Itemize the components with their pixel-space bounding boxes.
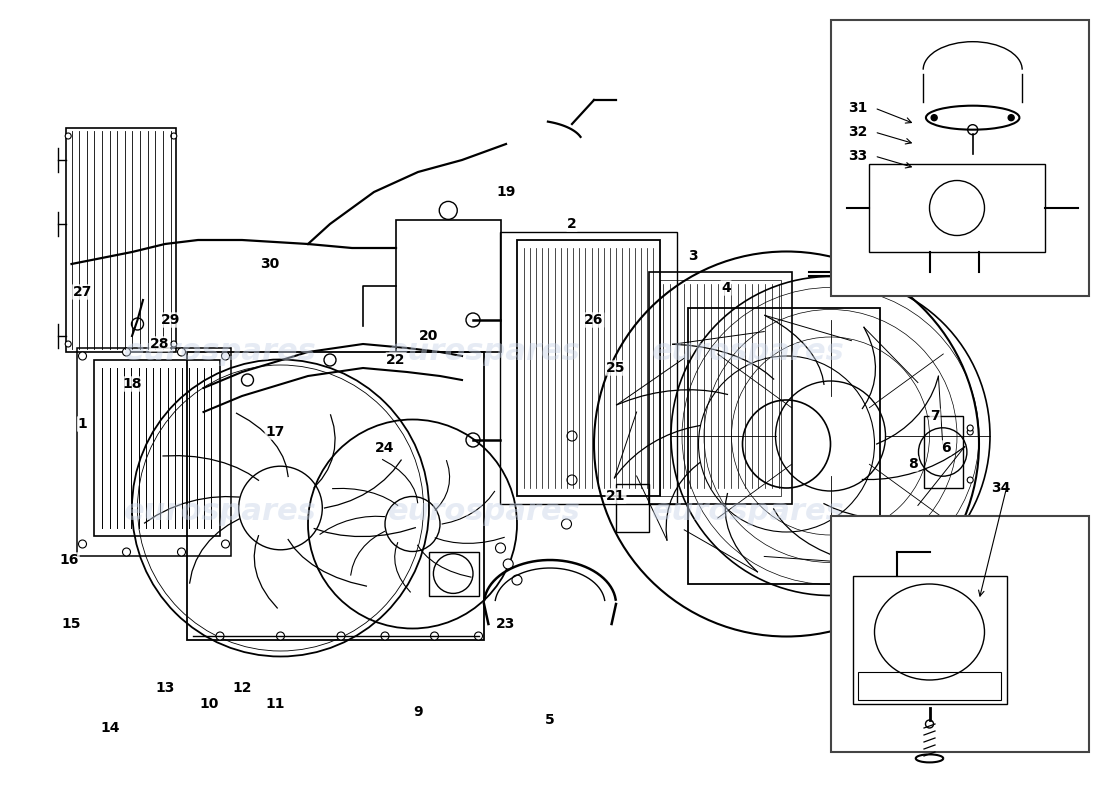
Circle shape bbox=[566, 431, 578, 441]
Text: 11: 11 bbox=[265, 697, 285, 711]
Text: 2: 2 bbox=[568, 217, 576, 231]
Text: 10: 10 bbox=[199, 697, 219, 711]
Text: 1: 1 bbox=[78, 417, 87, 431]
Text: 23: 23 bbox=[496, 617, 516, 631]
Circle shape bbox=[221, 352, 230, 360]
Text: eurospares: eurospares bbox=[123, 338, 317, 366]
Text: 33: 33 bbox=[848, 149, 868, 163]
Circle shape bbox=[170, 133, 177, 139]
Circle shape bbox=[474, 632, 483, 640]
Text: 25: 25 bbox=[606, 361, 626, 375]
Bar bbox=[924, 416, 962, 488]
Circle shape bbox=[967, 477, 974, 483]
Text: 18: 18 bbox=[122, 377, 142, 391]
Text: 3: 3 bbox=[689, 249, 697, 263]
Text: eurospares: eurospares bbox=[651, 498, 845, 526]
Bar bbox=[830, 516, 1089, 752]
Circle shape bbox=[495, 543, 506, 553]
Bar bbox=[660, 280, 781, 496]
Circle shape bbox=[122, 348, 131, 356]
Bar bbox=[94, 360, 220, 536]
Circle shape bbox=[430, 632, 439, 640]
Text: 5: 5 bbox=[546, 713, 554, 727]
Bar bbox=[429, 552, 478, 596]
Circle shape bbox=[122, 548, 131, 556]
Text: 15: 15 bbox=[62, 617, 81, 631]
Text: 30: 30 bbox=[260, 257, 279, 271]
Bar bbox=[869, 164, 1045, 252]
Circle shape bbox=[65, 341, 72, 347]
Text: eurospares: eurospares bbox=[123, 498, 317, 526]
Circle shape bbox=[561, 519, 572, 529]
Text: 32: 32 bbox=[848, 125, 868, 139]
Circle shape bbox=[512, 575, 522, 585]
Circle shape bbox=[216, 632, 224, 640]
Bar bbox=[517, 240, 660, 496]
Text: 26: 26 bbox=[584, 313, 604, 327]
Text: 7: 7 bbox=[931, 409, 939, 423]
Circle shape bbox=[177, 548, 186, 556]
Text: 8: 8 bbox=[909, 457, 917, 471]
Circle shape bbox=[170, 341, 177, 347]
Circle shape bbox=[177, 348, 186, 356]
Text: 16: 16 bbox=[59, 553, 79, 567]
Bar bbox=[500, 232, 676, 504]
Circle shape bbox=[1009, 114, 1014, 121]
Text: 12: 12 bbox=[232, 681, 252, 695]
Bar bbox=[858, 672, 1001, 700]
Text: 17: 17 bbox=[265, 425, 285, 439]
Circle shape bbox=[932, 114, 937, 121]
Bar bbox=[396, 220, 500, 352]
Circle shape bbox=[381, 632, 389, 640]
Text: 34: 34 bbox=[991, 481, 1011, 495]
Text: eurospares: eurospares bbox=[651, 338, 845, 366]
Text: 21: 21 bbox=[606, 489, 626, 503]
Bar bbox=[66, 128, 176, 352]
Bar bbox=[688, 308, 880, 584]
Circle shape bbox=[221, 540, 230, 548]
Text: 28: 28 bbox=[150, 337, 169, 351]
Text: 27: 27 bbox=[73, 285, 92, 299]
Text: 20: 20 bbox=[419, 329, 439, 343]
Text: 22: 22 bbox=[386, 353, 406, 367]
Circle shape bbox=[65, 133, 72, 139]
Text: eurospares: eurospares bbox=[387, 338, 581, 366]
Text: 4: 4 bbox=[722, 281, 730, 295]
Circle shape bbox=[78, 352, 87, 360]
Text: 29: 29 bbox=[161, 313, 180, 327]
Circle shape bbox=[967, 429, 974, 435]
Bar bbox=[852, 576, 1006, 704]
Bar bbox=[616, 484, 649, 532]
Circle shape bbox=[78, 540, 87, 548]
Circle shape bbox=[566, 475, 578, 485]
Circle shape bbox=[503, 559, 514, 569]
Circle shape bbox=[337, 632, 345, 640]
Circle shape bbox=[967, 425, 974, 431]
Text: 19: 19 bbox=[496, 185, 516, 199]
Bar bbox=[830, 20, 1089, 296]
Circle shape bbox=[276, 632, 285, 640]
Text: 14: 14 bbox=[100, 721, 120, 735]
Text: eurospares: eurospares bbox=[387, 498, 581, 526]
Bar bbox=[649, 272, 792, 504]
Text: 6: 6 bbox=[942, 441, 950, 455]
Text: 31: 31 bbox=[848, 101, 868, 115]
Text: 9: 9 bbox=[414, 705, 422, 719]
Text: 13: 13 bbox=[155, 681, 175, 695]
Text: 24: 24 bbox=[375, 441, 395, 455]
